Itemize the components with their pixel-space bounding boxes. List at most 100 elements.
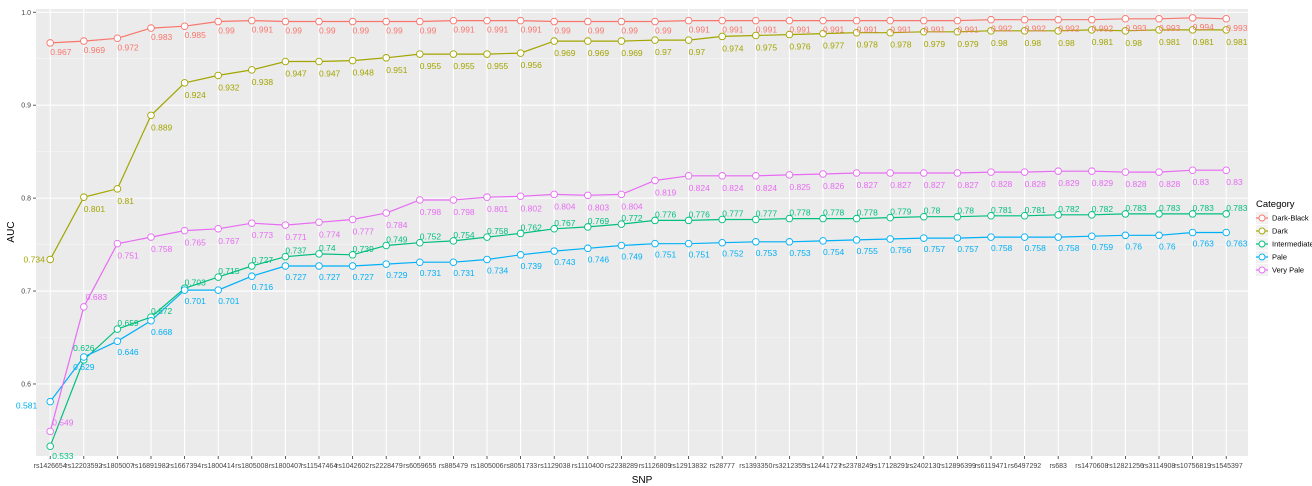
data-label: 0.974 (722, 43, 744, 53)
data-label: 0.581 (16, 401, 38, 411)
data-point (550, 247, 558, 255)
data-label: 0.991 (890, 25, 912, 35)
data-label: 0.78 (924, 206, 941, 216)
data-point (483, 193, 491, 201)
data-point (449, 50, 458, 58)
data-point (684, 16, 693, 25)
data-label: 0.983 (151, 32, 173, 42)
data-point (987, 168, 995, 176)
legend-label: Dark-Black (1272, 214, 1309, 223)
data-point (516, 16, 525, 25)
data-point (348, 56, 357, 65)
data-label: 0.533 (52, 451, 74, 461)
data-point (214, 225, 222, 233)
data-point (651, 36, 659, 44)
data-point (550, 37, 558, 45)
x-tick-label: rs28777 (710, 463, 735, 470)
data-label: 0.985 (185, 30, 207, 40)
data-point (987, 233, 995, 241)
y-tick-label: 0.6 (21, 381, 31, 388)
x-tick-label: rs3114908 (1143, 463, 1176, 470)
legend-title: Category (1256, 199, 1295, 210)
data-label: 0.758 (1025, 243, 1047, 253)
data-label: 0.99 (588, 26, 605, 36)
data-label: 0.827 (857, 180, 879, 190)
x-tick-label: rs16891982 (133, 463, 170, 470)
data-point (80, 37, 88, 45)
data-label: 0.956 (521, 60, 543, 70)
data-label: 0.758 (151, 244, 173, 254)
data-point (113, 239, 122, 248)
data-label: 0.734 (487, 265, 509, 275)
data-label: 0.701 (218, 296, 240, 306)
data-point (348, 251, 357, 259)
data-point (1020, 212, 1029, 220)
data-point (46, 255, 54, 264)
data-label: 0.774 (319, 229, 341, 239)
data-point (953, 212, 962, 221)
data-label: 0.659 (117, 318, 139, 328)
data-point (987, 27, 995, 35)
data-point (953, 28, 962, 36)
data-label: 0.727 (353, 272, 375, 282)
data-point (651, 176, 659, 185)
data-point (852, 16, 861, 25)
data-point (147, 317, 155, 325)
data-label: 0.981 (1226, 37, 1248, 47)
y-tick-label: 0.7 (21, 289, 31, 296)
data-label: 0.727 (285, 272, 307, 282)
x-tick-label: rs1110400 (572, 463, 604, 470)
data-label: 0.819 (655, 187, 677, 197)
data-point (1054, 233, 1062, 241)
data-label: 0.801 (487, 204, 509, 214)
x-axis-ticks: rs1426654rs12203592rs1805007rs16891982rs… (34, 456, 1243, 470)
data-label: 0.781 (991, 205, 1013, 215)
data-point (1155, 26, 1163, 34)
data-label: 0.947 (285, 69, 307, 79)
series-line (50, 17, 1227, 44)
data-point (987, 15, 995, 24)
data-label: 0.938 (252, 77, 274, 87)
data-label: 0.828 (991, 179, 1013, 189)
data-label: 0.765 (185, 238, 207, 248)
y-axis-title: AUC (6, 221, 17, 242)
data-point (80, 303, 88, 311)
data-point (180, 79, 189, 87)
data-point (920, 16, 928, 25)
data-label: 0.626 (73, 343, 95, 353)
x-tick-label: rs1545397 (1210, 463, 1243, 470)
data-point (80, 193, 88, 201)
data-label: 0.549 (52, 417, 74, 427)
data-point (348, 17, 357, 26)
x-tick-label: rs11547464 (301, 463, 338, 470)
data-label: 0.827 (890, 180, 912, 190)
data-point (80, 353, 88, 361)
x-tick-label: rs2228479 (370, 463, 403, 470)
x-tick-label: rs2378249 (840, 463, 873, 470)
x-tick-label: rs1805008 (235, 463, 268, 470)
data-point (819, 16, 827, 25)
data-label: 0.749 (386, 235, 408, 245)
data-label: 0.97 (655, 47, 672, 57)
data-point (382, 17, 390, 26)
data-label: 0.727 (319, 272, 341, 282)
data-point (416, 17, 424, 26)
data-label: 0.731 (453, 268, 475, 278)
data-point (180, 286, 189, 294)
data-label: 0.826 (823, 181, 845, 191)
data-label: 0.74 (319, 243, 336, 253)
data-label: 0.981 (1193, 37, 1215, 47)
data-point (147, 233, 155, 241)
x-tick-label: rs12896399 (939, 463, 976, 470)
x-tick-label: rs1800407 (269, 463, 302, 470)
data-point (584, 17, 592, 26)
data-label: 0.955 (453, 61, 475, 71)
data-label: 0.703 (185, 277, 207, 287)
data-point (1188, 14, 1197, 22)
data-label: 0.701 (185, 296, 207, 306)
data-label: 0.781 (1025, 205, 1047, 215)
data-label: 0.672 (151, 306, 173, 316)
data-point (953, 169, 962, 177)
legend-item: Dark (1256, 225, 1288, 237)
data-point (1155, 210, 1163, 218)
